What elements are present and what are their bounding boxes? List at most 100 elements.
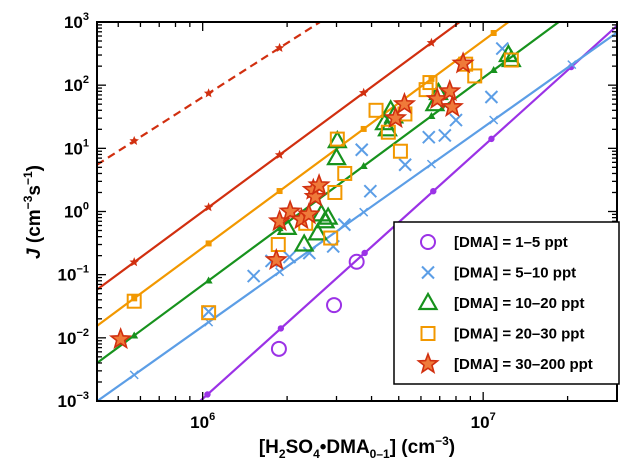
fit-marker [131, 295, 138, 302]
data-point [377, 118, 398, 137]
data-point [383, 105, 408, 129]
fit-line-4 [97, 22, 511, 327]
fit-marker [426, 159, 436, 169]
x-tick-label: 107 [471, 411, 496, 432]
fit-marker [204, 391, 211, 398]
fit-line-1 [199, 25, 617, 401]
data-point [303, 184, 327, 207]
fit-marker [427, 111, 436, 119]
data-point [368, 102, 384, 118]
series-2 [201, 41, 510, 319]
data-point [451, 51, 475, 74]
series-4 [126, 52, 519, 321]
legend-entry: [DMA] = 30–200 ppt [416, 351, 593, 374]
data-point [317, 206, 339, 225]
legend-label: [DMA] = 1–5 ppt [454, 234, 568, 251]
fit-marker [426, 37, 437, 47]
data-points [108, 41, 522, 357]
series-1 [270, 253, 365, 357]
legend-marker [420, 234, 436, 250]
data-point [307, 222, 329, 241]
fit-marker [358, 87, 369, 97]
data-point [327, 184, 343, 200]
fit-marker [428, 75, 435, 82]
data-point [282, 250, 297, 264]
fit-marker [430, 187, 437, 195]
data-point [355, 143, 369, 157]
fit-marker [203, 88, 214, 98]
fit-marker [130, 331, 139, 339]
legend-entry: [DMA] = 1–5 ppt [420, 234, 568, 251]
fit-marker [129, 135, 139, 145]
data-point [438, 128, 452, 143]
fit-marker [359, 162, 368, 170]
fit-marker [204, 276, 213, 284]
data-point [323, 230, 339, 246]
legend: [DMA] = 1–5 ppt [DMA] = 5–10 ppt [DMA] = 1… [393, 221, 620, 385]
fit-marker [361, 249, 368, 257]
data-point [293, 233, 315, 252]
data-point [348, 253, 365, 270]
data-point [108, 326, 133, 350]
tick-labels: 106 107 10−3 10−2 10−1 100 101 102 103 [58, 11, 496, 432]
fit-marker [205, 240, 212, 247]
data-point [422, 130, 436, 144]
legend-entry: [DMA] = 20–30 ppt [420, 326, 584, 343]
data-point [484, 90, 499, 104]
series-5 [108, 51, 475, 350]
y-tick-label: 100 [64, 201, 89, 222]
y-tick-label: 10−2 [58, 327, 89, 348]
fit-line-2 [97, 31, 617, 401]
data-point [270, 237, 286, 253]
x-tick-label: 106 [190, 411, 215, 432]
fit-line-5 [97, 22, 462, 291]
data-point [503, 52, 519, 68]
y-tick-label: 103 [64, 11, 89, 32]
fit-marker [203, 202, 214, 212]
fit-marker [360, 125, 367, 132]
data-point [467, 68, 483, 84]
legend-marker [417, 291, 439, 311]
legend-marker [421, 265, 435, 280]
data-point [392, 143, 408, 159]
data-point [380, 124, 396, 140]
data-point [440, 94, 464, 118]
data-point [264, 247, 288, 271]
data-point [398, 158, 412, 172]
fit-line-3 [97, 22, 561, 364]
data-point [449, 113, 463, 127]
legend-entry: [DMA] = 10–20 ppt [417, 291, 584, 312]
data-point [329, 131, 345, 147]
legend-entry: [DMA] = 5–10 ppt [421, 265, 576, 282]
data-point [326, 146, 347, 166]
data-point [363, 184, 378, 198]
fit-marker [274, 42, 285, 52]
legend-marker [416, 351, 440, 374]
legend-label: [DMA] = 30–200 ppt [454, 356, 593, 373]
data-point [201, 304, 216, 319]
fit-marker [359, 207, 369, 217]
y-tick-label: 10−3 [58, 390, 89, 411]
data-point [337, 217, 352, 232]
fit-marker [276, 188, 283, 195]
legend-label: [DMA] = 20–30 ppt [454, 326, 584, 343]
data-point [326, 297, 343, 314]
x-axis-label: [H2SO4•DMA0–1] (cm−3) [259, 434, 455, 461]
data-point [246, 269, 261, 283]
data-point [270, 340, 287, 357]
data-point [337, 165, 353, 181]
fit-marker [567, 60, 577, 70]
legend-label: [DMA] = 10–20 ppt [454, 295, 584, 312]
y-tick-label: 10−1 [58, 264, 89, 285]
data-point [438, 79, 462, 102]
y-tick-label: 102 [64, 74, 89, 95]
legend-marker [420, 326, 436, 341]
data-point [307, 173, 331, 196]
data-point [422, 75, 438, 91]
data-point [326, 129, 348, 149]
fit-marker [129, 257, 139, 267]
fit-marker [489, 66, 498, 74]
y-axis-label: J (cm−3s−1) [21, 165, 45, 259]
fit-lines [97, 22, 617, 401]
